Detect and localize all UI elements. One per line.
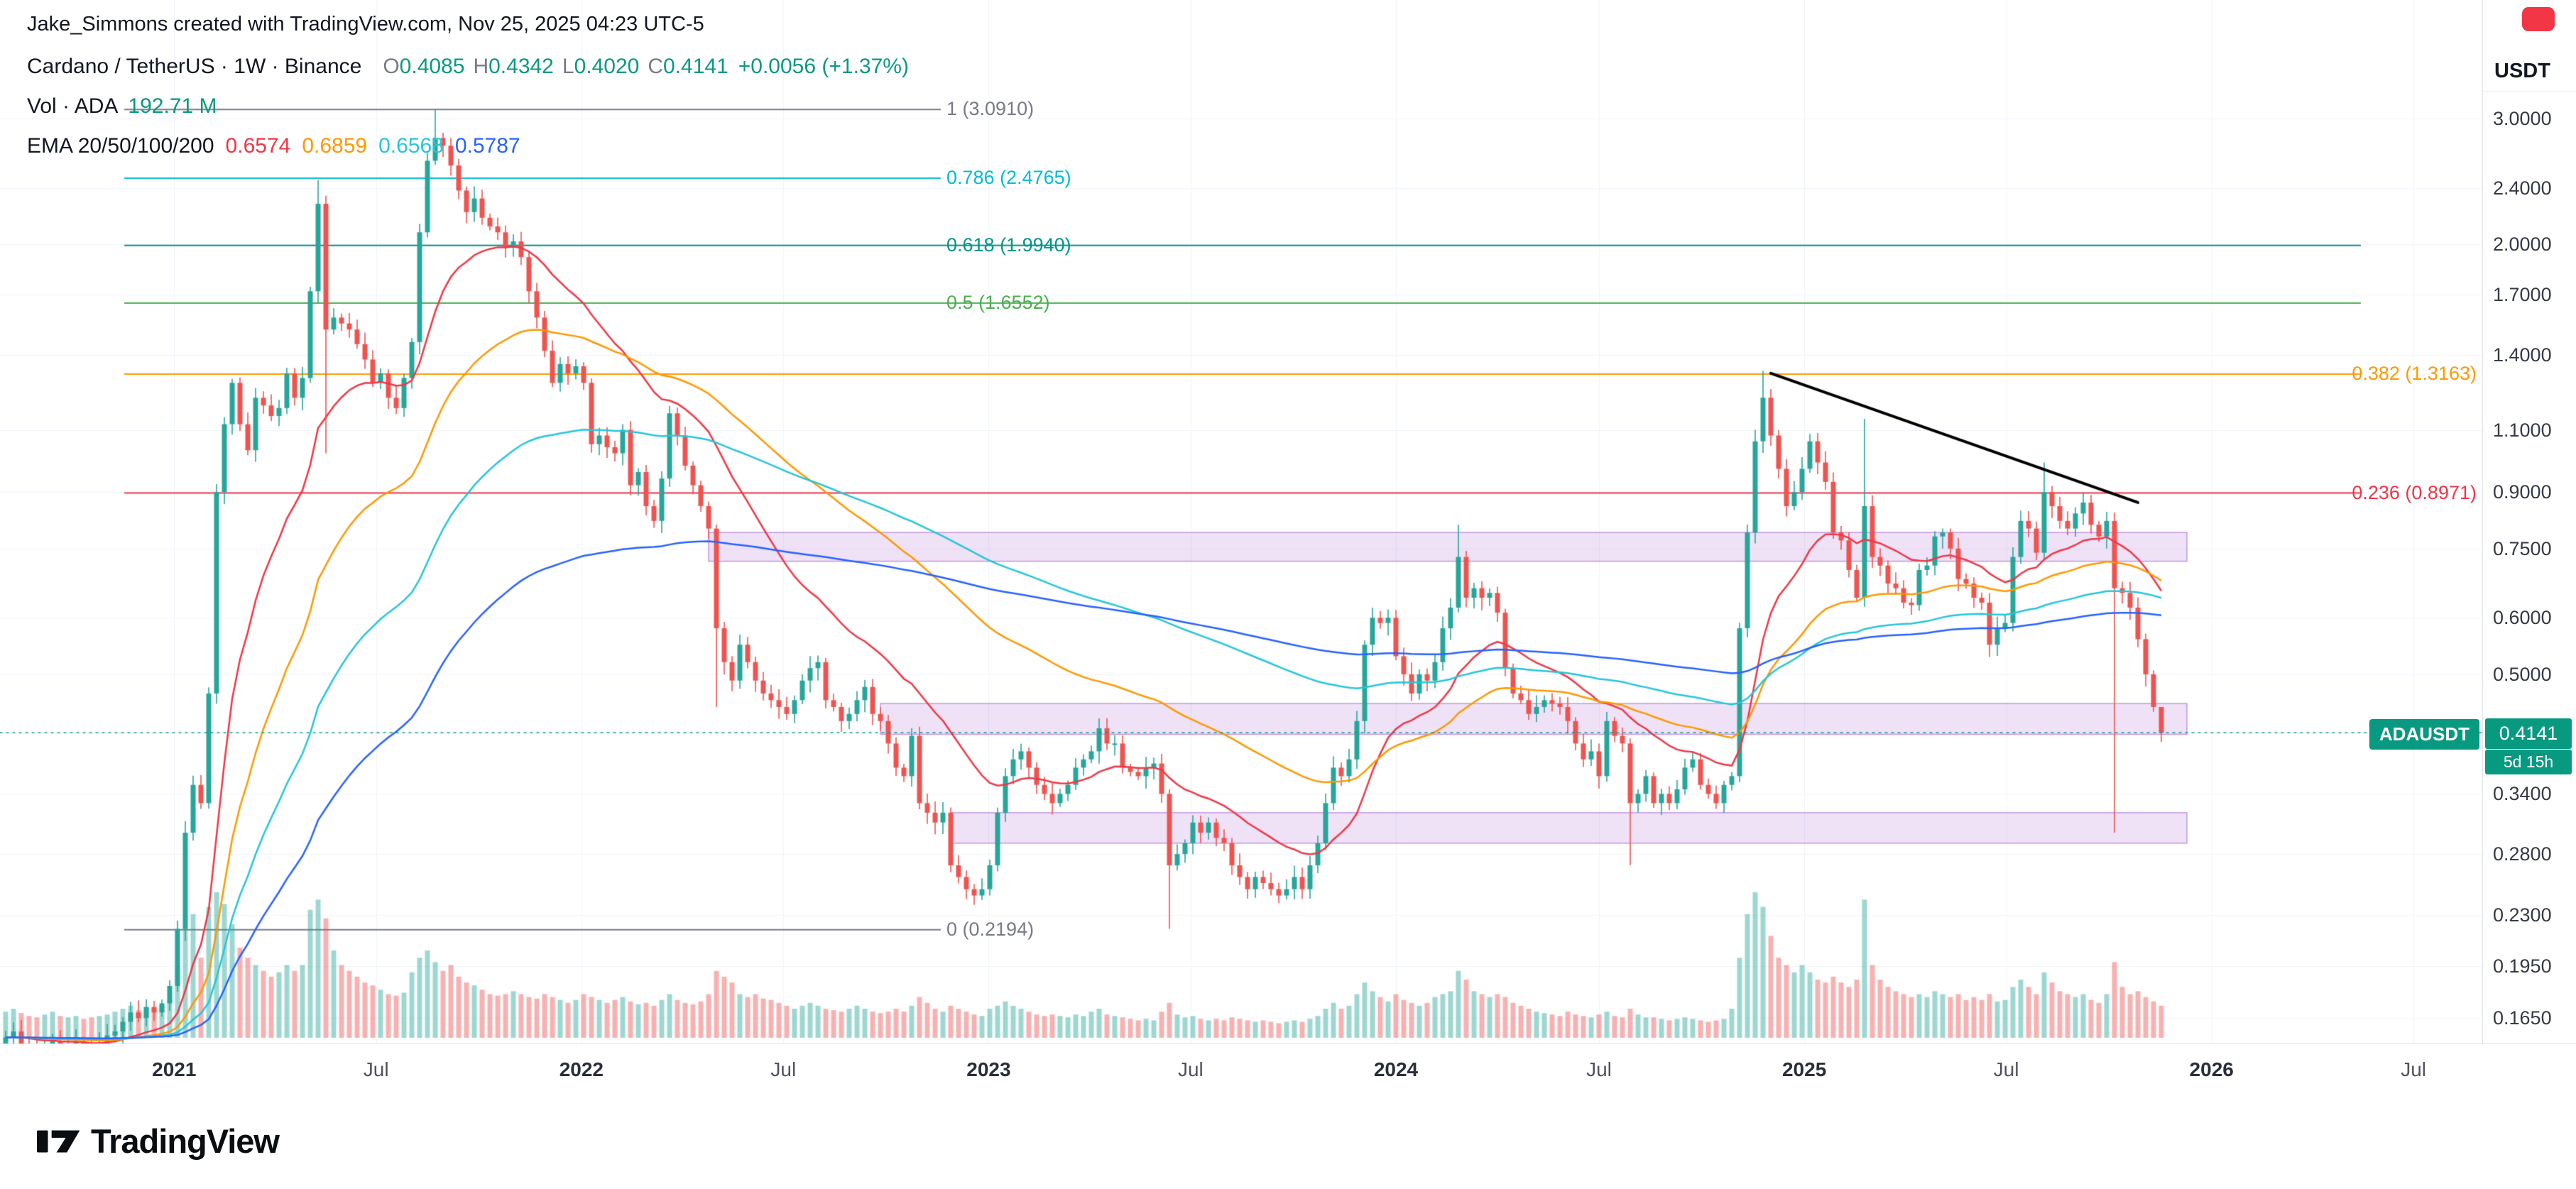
price-tick-0.1950: 0.1950 bbox=[2493, 955, 2552, 977]
time-tick-2022-2022-01-01: 2022 bbox=[559, 1058, 604, 1080]
ema200-value: 0.5787 bbox=[454, 134, 520, 158]
price-tick-0.7500: 0.7500 bbox=[2493, 537, 2552, 559]
price-tick-0.6000: 0.6000 bbox=[2493, 607, 2552, 629]
price-tick-1.7000: 1.7000 bbox=[2493, 284, 2552, 306]
symbol-title[interactable]: Cardano / TetherUS · 1W · Binance bbox=[27, 55, 362, 78]
low-key: L bbox=[562, 55, 574, 78]
volume-row: Vol · ADA 192.71 M bbox=[27, 94, 909, 119]
high-value: 0.4342 bbox=[489, 55, 554, 78]
tradingview-logo-icon bbox=[37, 1130, 80, 1152]
currency-label: USDT bbox=[2494, 60, 2550, 82]
time-tick-2021-2021-01-01: 2021 bbox=[152, 1058, 197, 1080]
time-tick-Jul-2025-07-01: Jul bbox=[1993, 1058, 2019, 1080]
last-price-badge[interactable]: 0.4141 bbox=[2485, 718, 2572, 749]
price-tick-0.1650: 0.1650 bbox=[2493, 1007, 2552, 1029]
price-axis[interactable]: USDT 0.4141 5d 15h 3.0000 2.4000 2.0000 1.7… bbox=[2482, 0, 2576, 1097]
price-tick-2.0000: 2.0000 bbox=[2493, 234, 2552, 256]
volume-label[interactable]: Vol · ADA bbox=[27, 94, 119, 118]
price-tick-1.1000: 1.1000 bbox=[2493, 419, 2552, 441]
price-tick-2.4000: 2.4000 bbox=[2493, 177, 2552, 199]
price-tick-1.4000: 1.4000 bbox=[2493, 344, 2552, 366]
time-tick-2025-2025-01-01: 2025 bbox=[1781, 1058, 1827, 1080]
close-value: 0.4141 bbox=[663, 55, 728, 78]
chart-legend: Jake_Simmons created with TradingView.co… bbox=[27, 13, 909, 174]
tradingview-logo[interactable]: TradingView bbox=[37, 1122, 280, 1161]
ema50-value: 0.6859 bbox=[302, 134, 368, 158]
time-tick-2024-2024-01-01: 2024 bbox=[1373, 1058, 1419, 1080]
ema20-value: 0.6574 bbox=[225, 134, 291, 158]
price-tick-0.3400: 0.3400 bbox=[2493, 783, 2552, 805]
time-tick-2023-2023-01-01: 2023 bbox=[966, 1058, 1011, 1080]
price-tick-0.2300: 0.2300 bbox=[2493, 904, 2552, 926]
price-tick-3.0000: 3.0000 bbox=[2493, 108, 2552, 130]
low-value: 0.4020 bbox=[574, 55, 640, 78]
open-key: O bbox=[383, 55, 400, 78]
time-tick-2026-2026-01-01: 2026 bbox=[2189, 1058, 2234, 1080]
symbol-price-tag[interactable]: ADAUSDT bbox=[2369, 719, 2479, 750]
change-value: +0.0056 (+1.37%) bbox=[738, 55, 909, 78]
price-tick-0.2800: 0.2800 bbox=[2493, 843, 2552, 865]
price-chart-canvas[interactable] bbox=[0, 0, 2482, 1043]
time-tick-Jul-2023-07-01: Jul bbox=[1177, 1058, 1204, 1080]
close-key: C bbox=[648, 55, 663, 78]
time-tick-Jul-2022-07-01: Jul bbox=[770, 1058, 797, 1080]
time-axis[interactable]: 2021 Jul 2022 Jul 2023 Jul 2024 Jul 2025 Jul 2026 J… bbox=[0, 1043, 2576, 1098]
ema-row: EMA 20/50/100/200 0.6574 0.6859 0.6568 0.578… bbox=[27, 134, 909, 158]
ema-label[interactable]: EMA 20/50/100/200 bbox=[27, 134, 214, 158]
price-axis-header: USDT bbox=[2483, 60, 2576, 92]
time-tick-Jul-2024-07-01: Jul bbox=[1586, 1058, 1612, 1080]
price-tick-0.9000: 0.9000 bbox=[2493, 481, 2552, 503]
open-value: 0.4085 bbox=[399, 55, 465, 78]
attribution-text: Jake_Simmons created with TradingView.co… bbox=[27, 13, 704, 35]
symbol-row: Cardano / TetherUS · 1W · Binance O0.4085… bbox=[27, 55, 909, 79]
tradingview-wordmark: TradingView bbox=[91, 1122, 280, 1160]
top-right-red-badge[interactable] bbox=[2522, 7, 2555, 31]
time-tick-Jul-2026-07-01: Jul bbox=[2401, 1058, 2427, 1080]
price-tick-0.5000: 0.5000 bbox=[2493, 663, 2552, 685]
ema100-value: 0.6568 bbox=[378, 134, 444, 158]
high-key: H bbox=[473, 55, 489, 78]
bar-countdown-badge[interactable]: 5d 15h bbox=[2485, 750, 2572, 774]
time-tick-Jul-2021-07-01: Jul bbox=[363, 1058, 389, 1080]
volume-value: 192.71 M bbox=[128, 94, 217, 118]
